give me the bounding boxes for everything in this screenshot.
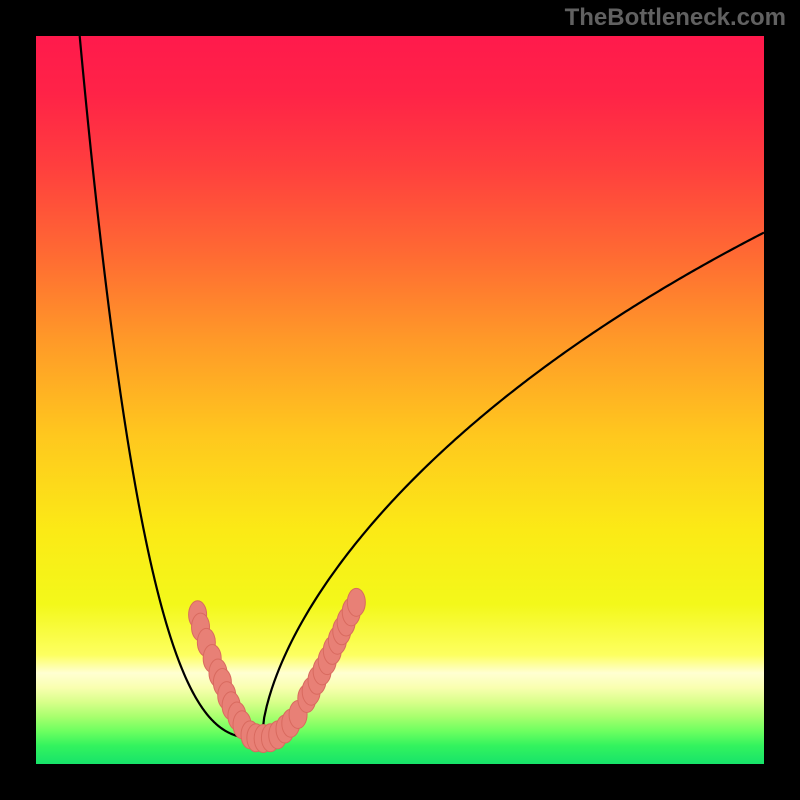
- chart-frame: TheBottleneck.com: [0, 0, 800, 800]
- gradient-background: [36, 36, 764, 764]
- plot-area: [36, 36, 764, 764]
- watermark-text: TheBottleneck.com: [565, 4, 786, 32]
- plot-svg: [36, 36, 764, 764]
- curve-marker: [347, 588, 365, 616]
